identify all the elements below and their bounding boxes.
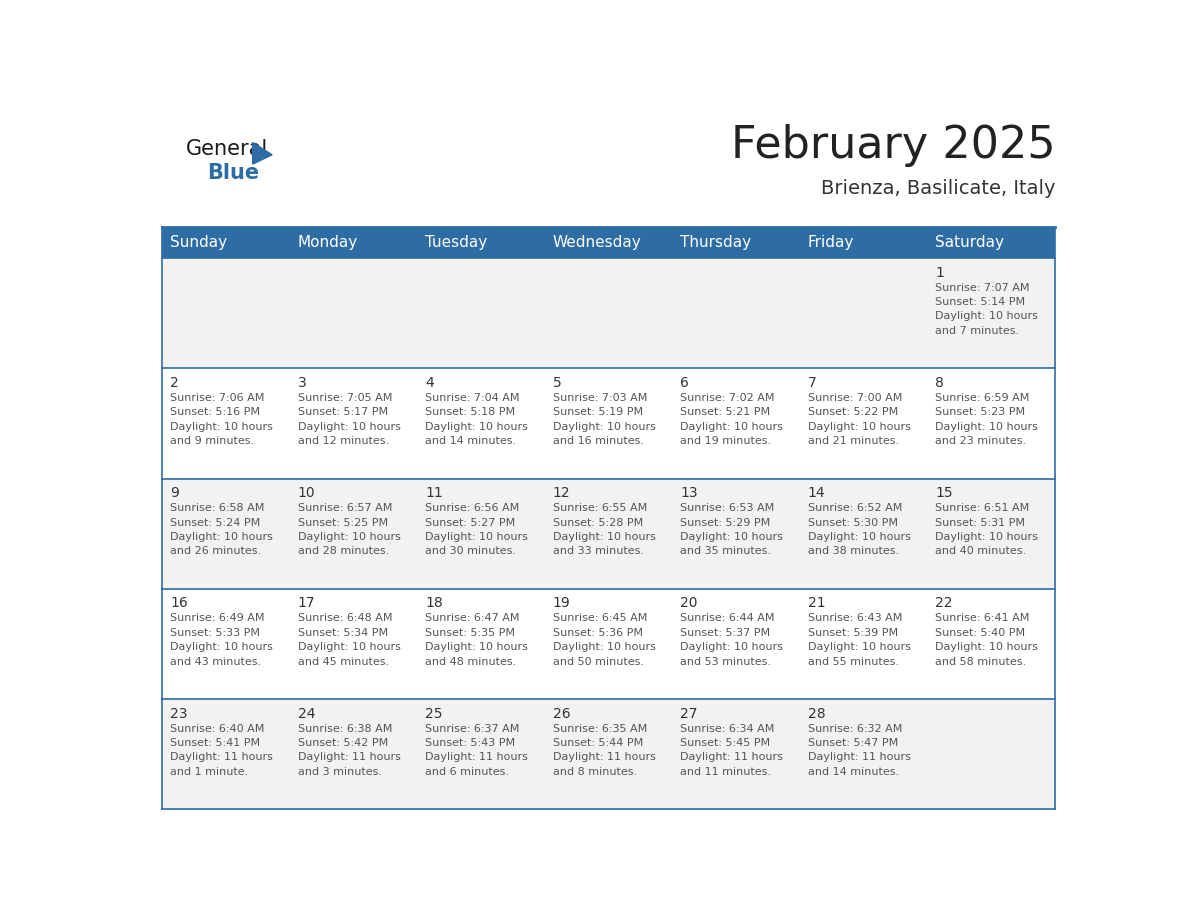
Text: 21: 21 — [808, 597, 826, 610]
Text: 9: 9 — [170, 487, 179, 500]
Text: Sunrise: 6:58 AM
Sunset: 5:24 PM
Daylight: 10 hours
and 26 minutes.: Sunrise: 6:58 AM Sunset: 5:24 PM Dayligh… — [170, 503, 273, 556]
Text: Sunrise: 7:02 AM
Sunset: 5:21 PM
Daylight: 10 hours
and 19 minutes.: Sunrise: 7:02 AM Sunset: 5:21 PM Dayligh… — [681, 393, 783, 446]
Text: Sunrise: 7:03 AM
Sunset: 5:19 PM
Daylight: 10 hours
and 16 minutes.: Sunrise: 7:03 AM Sunset: 5:19 PM Dayligh… — [552, 393, 656, 446]
Bar — [163, 227, 1055, 258]
Text: 17: 17 — [298, 597, 315, 610]
Text: Sunrise: 6:53 AM
Sunset: 5:29 PM
Daylight: 10 hours
and 35 minutes.: Sunrise: 6:53 AM Sunset: 5:29 PM Dayligh… — [681, 503, 783, 556]
Text: Thursday: Thursday — [681, 235, 752, 250]
Text: Friday: Friday — [808, 235, 854, 250]
Text: Sunrise: 6:45 AM
Sunset: 5:36 PM
Daylight: 10 hours
and 50 minutes.: Sunrise: 6:45 AM Sunset: 5:36 PM Dayligh… — [552, 613, 656, 666]
Text: Sunrise: 6:44 AM
Sunset: 5:37 PM
Daylight: 10 hours
and 53 minutes.: Sunrise: 6:44 AM Sunset: 5:37 PM Dayligh… — [681, 613, 783, 666]
Text: Sunrise: 6:55 AM
Sunset: 5:28 PM
Daylight: 10 hours
and 33 minutes.: Sunrise: 6:55 AM Sunset: 5:28 PM Dayligh… — [552, 503, 656, 556]
Text: Sunrise: 6:59 AM
Sunset: 5:23 PM
Daylight: 10 hours
and 23 minutes.: Sunrise: 6:59 AM Sunset: 5:23 PM Dayligh… — [935, 393, 1038, 446]
Text: 22: 22 — [935, 597, 953, 610]
Text: Sunrise: 6:32 AM
Sunset: 5:47 PM
Daylight: 11 hours
and 14 minutes.: Sunrise: 6:32 AM Sunset: 5:47 PM Dayligh… — [808, 723, 911, 777]
Text: Sunrise: 7:05 AM
Sunset: 5:17 PM
Daylight: 10 hours
and 12 minutes.: Sunrise: 7:05 AM Sunset: 5:17 PM Dayligh… — [298, 393, 400, 446]
Text: Sunrise: 6:37 AM
Sunset: 5:43 PM
Daylight: 11 hours
and 6 minutes.: Sunrise: 6:37 AM Sunset: 5:43 PM Dayligh… — [425, 723, 529, 777]
Text: Sunrise: 6:52 AM
Sunset: 5:30 PM
Daylight: 10 hours
and 38 minutes.: Sunrise: 6:52 AM Sunset: 5:30 PM Dayligh… — [808, 503, 911, 556]
Bar — [163, 478, 1055, 588]
Bar — [163, 368, 1055, 478]
Text: 7: 7 — [808, 376, 816, 390]
Text: 16: 16 — [170, 597, 188, 610]
Text: 23: 23 — [170, 707, 188, 721]
Text: Blue: Blue — [208, 162, 259, 183]
Text: 24: 24 — [298, 707, 315, 721]
Text: Sunrise: 6:35 AM
Sunset: 5:44 PM
Daylight: 11 hours
and 8 minutes.: Sunrise: 6:35 AM Sunset: 5:44 PM Dayligh… — [552, 723, 656, 777]
Text: Sunday: Sunday — [170, 235, 227, 250]
Text: Sunrise: 7:00 AM
Sunset: 5:22 PM
Daylight: 10 hours
and 21 minutes.: Sunrise: 7:00 AM Sunset: 5:22 PM Dayligh… — [808, 393, 911, 446]
Text: 28: 28 — [808, 707, 826, 721]
Text: Sunrise: 6:40 AM
Sunset: 5:41 PM
Daylight: 11 hours
and 1 minute.: Sunrise: 6:40 AM Sunset: 5:41 PM Dayligh… — [170, 723, 273, 777]
Text: 13: 13 — [681, 487, 699, 500]
Bar — [163, 699, 1055, 810]
Text: Sunrise: 6:49 AM
Sunset: 5:33 PM
Daylight: 10 hours
and 43 minutes.: Sunrise: 6:49 AM Sunset: 5:33 PM Dayligh… — [170, 613, 273, 666]
Text: 19: 19 — [552, 597, 570, 610]
Text: 25: 25 — [425, 707, 443, 721]
Text: General: General — [185, 140, 268, 160]
Text: 14: 14 — [808, 487, 826, 500]
Text: Sunrise: 7:07 AM
Sunset: 5:14 PM
Daylight: 10 hours
and 7 minutes.: Sunrise: 7:07 AM Sunset: 5:14 PM Dayligh… — [935, 283, 1038, 336]
Text: Sunrise: 6:47 AM
Sunset: 5:35 PM
Daylight: 10 hours
and 48 minutes.: Sunrise: 6:47 AM Sunset: 5:35 PM Dayligh… — [425, 613, 529, 666]
Bar — [163, 258, 1055, 368]
Text: Brienza, Basilicate, Italy: Brienza, Basilicate, Italy — [821, 179, 1055, 198]
Text: 6: 6 — [681, 376, 689, 390]
Text: Sunrise: 6:41 AM
Sunset: 5:40 PM
Daylight: 10 hours
and 58 minutes.: Sunrise: 6:41 AM Sunset: 5:40 PM Dayligh… — [935, 613, 1038, 666]
Text: 8: 8 — [935, 376, 944, 390]
Bar — [163, 588, 1055, 699]
Text: 15: 15 — [935, 487, 953, 500]
Text: 11: 11 — [425, 487, 443, 500]
Text: 5: 5 — [552, 376, 562, 390]
Text: Sunrise: 6:43 AM
Sunset: 5:39 PM
Daylight: 10 hours
and 55 minutes.: Sunrise: 6:43 AM Sunset: 5:39 PM Dayligh… — [808, 613, 911, 666]
Text: Sunrise: 6:38 AM
Sunset: 5:42 PM
Daylight: 11 hours
and 3 minutes.: Sunrise: 6:38 AM Sunset: 5:42 PM Dayligh… — [298, 723, 400, 777]
Text: 4: 4 — [425, 376, 434, 390]
Polygon shape — [253, 142, 272, 164]
Text: 1: 1 — [935, 265, 944, 280]
Text: 10: 10 — [298, 487, 315, 500]
Text: Sunrise: 7:04 AM
Sunset: 5:18 PM
Daylight: 10 hours
and 14 minutes.: Sunrise: 7:04 AM Sunset: 5:18 PM Dayligh… — [425, 393, 529, 446]
Text: Sunrise: 7:06 AM
Sunset: 5:16 PM
Daylight: 10 hours
and 9 minutes.: Sunrise: 7:06 AM Sunset: 5:16 PM Dayligh… — [170, 393, 273, 446]
Text: Sunrise: 6:56 AM
Sunset: 5:27 PM
Daylight: 10 hours
and 30 minutes.: Sunrise: 6:56 AM Sunset: 5:27 PM Dayligh… — [425, 503, 529, 556]
Text: 3: 3 — [298, 376, 307, 390]
Text: Saturday: Saturday — [935, 235, 1005, 250]
Text: Sunrise: 6:57 AM
Sunset: 5:25 PM
Daylight: 10 hours
and 28 minutes.: Sunrise: 6:57 AM Sunset: 5:25 PM Dayligh… — [298, 503, 400, 556]
Text: 20: 20 — [681, 597, 697, 610]
Text: 26: 26 — [552, 707, 570, 721]
Text: Sunrise: 6:51 AM
Sunset: 5:31 PM
Daylight: 10 hours
and 40 minutes.: Sunrise: 6:51 AM Sunset: 5:31 PM Dayligh… — [935, 503, 1038, 556]
Text: 12: 12 — [552, 487, 570, 500]
Text: February 2025: February 2025 — [731, 124, 1055, 167]
Text: 18: 18 — [425, 597, 443, 610]
Text: Wednesday: Wednesday — [552, 235, 642, 250]
Text: Monday: Monday — [298, 235, 358, 250]
Text: 2: 2 — [170, 376, 179, 390]
Text: Tuesday: Tuesday — [425, 235, 487, 250]
Text: Sunrise: 6:48 AM
Sunset: 5:34 PM
Daylight: 10 hours
and 45 minutes.: Sunrise: 6:48 AM Sunset: 5:34 PM Dayligh… — [298, 613, 400, 666]
Text: Sunrise: 6:34 AM
Sunset: 5:45 PM
Daylight: 11 hours
and 11 minutes.: Sunrise: 6:34 AM Sunset: 5:45 PM Dayligh… — [681, 723, 783, 777]
Text: 27: 27 — [681, 707, 697, 721]
